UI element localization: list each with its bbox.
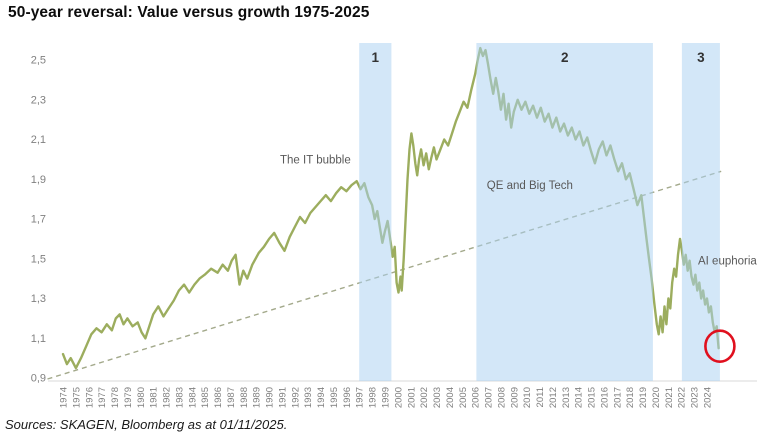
x-tick-1986: 1986 <box>213 387 224 408</box>
x-tick-2018: 2018 <box>625 387 636 408</box>
x-tick-2023: 2023 <box>690 387 701 408</box>
x-tick-1975: 1975 <box>71 387 82 408</box>
x-tick-2013: 2013 <box>561 387 572 408</box>
x-tick-1979: 1979 <box>123 387 134 408</box>
x-tick-2008: 2008 <box>496 387 507 408</box>
x-tick-1984: 1984 <box>187 387 198 408</box>
x-tick-1990: 1990 <box>265 387 276 408</box>
x-tick-1976: 1976 <box>84 387 95 408</box>
x-tick-1992: 1992 <box>290 387 301 408</box>
y-tick-0-9: 0,9 <box>31 373 46 385</box>
x-tick-2006: 2006 <box>471 387 482 408</box>
x-tick-2009: 2009 <box>509 387 520 408</box>
y-tick-1-9: 1,9 <box>31 174 46 186</box>
y-tick-1-3: 1,3 <box>31 293 46 305</box>
y-tick-2-3: 2,3 <box>31 94 46 106</box>
band-label-3: 3 <box>697 50 705 65</box>
x-tick-1981: 1981 <box>149 387 160 408</box>
y-tick-1-5: 1,5 <box>31 253 46 265</box>
x-tick-2015: 2015 <box>587 387 598 408</box>
x-tick-1978: 1978 <box>110 387 121 408</box>
x-tick-2000: 2000 <box>393 387 404 408</box>
highlight-band-1 <box>359 43 392 381</box>
x-tick-2014: 2014 <box>574 387 585 408</box>
x-tick-2010: 2010 <box>522 387 533 408</box>
x-tick-1988: 1988 <box>239 387 250 408</box>
x-tick-1996: 1996 <box>342 387 353 408</box>
band-label-1: 1 <box>372 50 380 65</box>
highlight-band-3 <box>681 43 720 381</box>
x-tick-1998: 1998 <box>368 387 379 408</box>
x-tick-2003: 2003 <box>432 387 443 408</box>
series-value-versus-growth-ratio <box>61 46 720 370</box>
source-note: Sources: SKAGEN, Bloomberg as at 01/11/2… <box>5 417 288 432</box>
annotation-ai-euphoria: AI euphoria <box>698 256 757 268</box>
x-tick-1989: 1989 <box>252 387 263 408</box>
x-tick-1993: 1993 <box>303 387 314 408</box>
y-tick-1-1: 1,1 <box>31 333 46 345</box>
x-tick-1982: 1982 <box>162 387 173 408</box>
x-tick-2004: 2004 <box>445 387 456 408</box>
annotation-qe-and-big-tech: QE and Big Tech <box>487 180 573 192</box>
x-tick-1991: 1991 <box>278 387 289 408</box>
x-tick-2012: 2012 <box>548 387 559 408</box>
x-tick-2022: 2022 <box>677 387 688 408</box>
x-tick-1995: 1995 <box>329 387 340 408</box>
x-tick-2001: 2001 <box>406 387 417 408</box>
x-tick-2007: 2007 <box>484 387 495 408</box>
x-tick-1987: 1987 <box>226 387 237 408</box>
highlight-band-2 <box>476 43 653 381</box>
x-tick-2024: 2024 <box>703 387 714 408</box>
x-tick-1980: 1980 <box>136 387 147 408</box>
x-tick-2005: 2005 <box>458 387 469 408</box>
x-tick-1999: 1999 <box>381 387 392 408</box>
x-tick-1983: 1983 <box>174 387 185 408</box>
annotation-the-it-bubble: The IT bubble <box>280 154 351 166</box>
chart-title: 50-year reversal: Value versus growth 19… <box>8 4 370 21</box>
x-tick-2011: 2011 <box>535 387 546 407</box>
y-tick-2-1: 2,1 <box>31 134 46 146</box>
x-tick-1997: 1997 <box>355 387 366 408</box>
y-tick-2-5: 2,5 <box>31 55 46 67</box>
x-tick-2002: 2002 <box>419 387 430 408</box>
x-tick-1994: 1994 <box>316 387 327 408</box>
x-tick-1974: 1974 <box>59 387 70 408</box>
x-tick-2016: 2016 <box>600 387 611 408</box>
x-tick-2021: 2021 <box>664 387 675 408</box>
x-tick-2019: 2019 <box>638 387 649 408</box>
x-tick-1985: 1985 <box>200 387 211 408</box>
x-tick-2017: 2017 <box>612 387 623 408</box>
x-tick-2020: 2020 <box>651 387 662 408</box>
band-label-2: 2 <box>561 50 569 65</box>
highlight-circle <box>704 329 736 364</box>
y-tick-1-7: 1,7 <box>31 214 46 226</box>
x-tick-1977: 1977 <box>97 387 108 408</box>
